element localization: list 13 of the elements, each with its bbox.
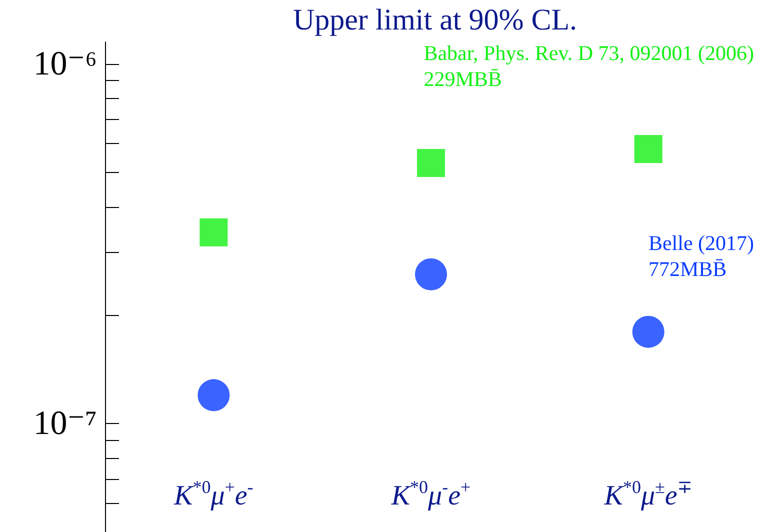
point [632,316,664,348]
annotation: 229MBB̄ [424,67,502,91]
text: Belle (2017) [648,231,754,255]
annotation: 772MBB̄ [648,257,727,281]
chart-title: Upper limit at 90% CL. [292,4,578,36]
point [200,218,228,246]
text: Babar, Phys. Rev. D 73, 092001 (2006) [424,41,754,65]
y-tick-label: 10⁻⁶ [33,45,97,82]
point [634,134,662,163]
point [417,149,445,178]
y-tick-label: 10⁻⁷ [33,405,97,442]
point [198,379,230,412]
point [415,258,447,290]
